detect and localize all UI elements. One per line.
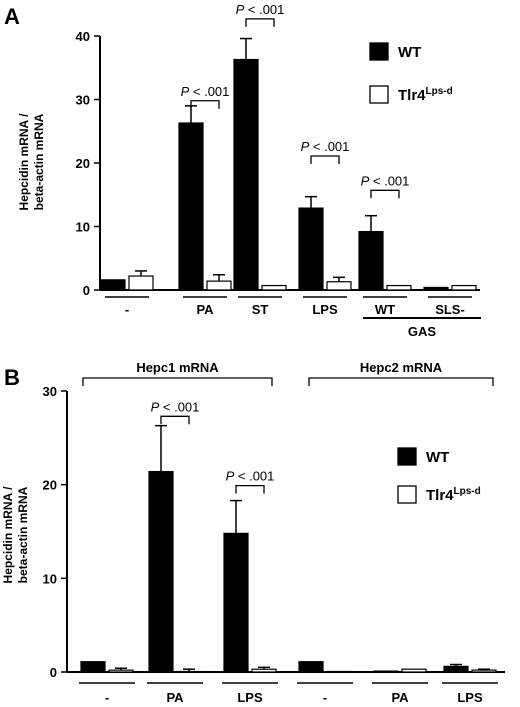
y-tick-label: 10 xyxy=(76,220,90,235)
bar xyxy=(108,669,134,673)
legend-entry: Tlr4Lps-d xyxy=(426,486,481,504)
bar xyxy=(386,284,412,291)
y-tick-label: 30 xyxy=(43,384,57,399)
legend-entry: WT xyxy=(426,449,449,466)
significance-bracket xyxy=(190,100,220,109)
y-tick-label: 0 xyxy=(50,665,57,680)
bar xyxy=(178,122,204,291)
x-tick-label: - xyxy=(323,690,327,705)
bar xyxy=(326,670,352,673)
legend-swatch xyxy=(397,485,417,504)
bar xyxy=(423,286,449,291)
bar xyxy=(128,275,154,291)
panel-a: A 0 10 20 30 40 Hepcidin mRNA / beta-actin mRNA… xyxy=(4,2,481,339)
p-value-annotation: P < .001 xyxy=(301,139,350,154)
legend-entry: WT xyxy=(398,44,421,61)
legend-swatch xyxy=(369,42,389,61)
x-tick-label: WT xyxy=(375,302,395,317)
legend-entry: Tlr4Lps-d xyxy=(398,86,453,104)
bar xyxy=(471,669,497,673)
significance-bracket xyxy=(235,484,265,494)
bar xyxy=(326,281,352,291)
panel-b: B 0 10 20 30 Hepcidin mRNA / beta-actin mRNA - P… xyxy=(1,360,505,705)
bar xyxy=(251,668,277,673)
legend-swatch xyxy=(397,447,417,466)
x-tick-label: LPS xyxy=(312,302,338,317)
bar xyxy=(80,661,106,673)
y-tick-label: 20 xyxy=(43,478,57,493)
bar xyxy=(298,207,324,291)
p-value-annotation: P < .001 xyxy=(151,399,200,414)
legend-swatch xyxy=(369,85,389,104)
p-value-annotation: P < .001 xyxy=(361,173,410,188)
bar xyxy=(451,284,477,291)
x-tick-label: PA xyxy=(391,690,409,705)
p-value-annotation: P < .001 xyxy=(181,84,230,99)
x-tick-label: LPS xyxy=(237,690,263,705)
p-value-annotation: P < .001 xyxy=(236,2,285,17)
y-axis-label-line: beta-actin mRNA xyxy=(16,486,30,583)
significance-bracket xyxy=(310,155,340,165)
x-tick-label: LPS xyxy=(457,690,483,705)
bar xyxy=(373,670,399,673)
y-tick-label: 0 xyxy=(83,283,90,298)
y-tick-label: 30 xyxy=(76,93,90,108)
bar xyxy=(233,58,259,291)
y-tick-label: 20 xyxy=(76,156,90,171)
y-tick-label: 10 xyxy=(43,571,57,586)
panel-letter-a: A xyxy=(4,4,20,29)
x-tick-label: - xyxy=(105,690,109,705)
y-axis-label: Hepcidin mRNA / beta-actin mRNA xyxy=(17,113,46,211)
significance-bracket xyxy=(160,415,190,425)
y-axis-label-line: beta-actin mRNA xyxy=(32,113,46,210)
y-tick-label: 40 xyxy=(76,29,90,44)
x-tick-label: - xyxy=(125,302,129,317)
bar xyxy=(148,470,174,673)
bar xyxy=(401,668,427,673)
bar xyxy=(261,284,287,291)
group-bracket xyxy=(82,377,273,386)
y-axis-label-line: Hepcidin mRNA / xyxy=(17,113,31,211)
group-label: Hepc1 mRNA xyxy=(136,360,219,375)
x-tick-label: SLS- xyxy=(435,302,465,317)
bar xyxy=(298,661,324,673)
p-value-annotation: P < .001 xyxy=(226,469,275,484)
y-axis-label-line: Hepcidin mRNA / xyxy=(1,486,15,584)
bar xyxy=(443,665,469,673)
y-axis-label: Hepcidin mRNA / beta-actin mRNA xyxy=(1,486,30,584)
bar xyxy=(100,279,126,291)
bar xyxy=(223,532,249,673)
x-tick-label: ST xyxy=(252,302,269,317)
group-bracket xyxy=(308,377,494,386)
group-label-gas: GAS xyxy=(408,324,437,339)
bar xyxy=(206,280,232,291)
x-tick-label: PA xyxy=(196,302,214,317)
bar xyxy=(358,230,384,291)
significance-bracket xyxy=(370,189,400,199)
significance-bracket xyxy=(245,18,275,27)
x-tick-label: PA xyxy=(166,690,184,705)
panel-letter-b: B xyxy=(4,365,20,390)
group-label: Hepc2 mRNA xyxy=(360,360,443,375)
